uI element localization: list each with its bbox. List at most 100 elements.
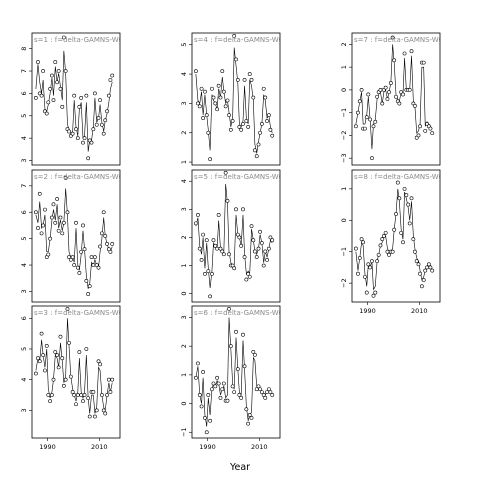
data-point	[65, 210, 70, 215]
data-point	[56, 228, 61, 233]
data-point	[108, 390, 113, 394]
data-point	[428, 126, 433, 131]
data-point	[373, 290, 378, 295]
x-axis-tick-labels: 1990 2010 1990 2010 1990 2010	[39, 307, 427, 451]
data-point	[84, 93, 89, 98]
data-point	[364, 290, 369, 295]
data-point	[86, 292, 91, 296]
data-point	[94, 408, 99, 413]
data-point	[237, 124, 242, 129]
y-tick-label: −1	[340, 108, 348, 118]
data-point	[263, 395, 268, 400]
data-point	[199, 404, 204, 409]
data-point	[203, 89, 207, 94]
data-point	[242, 78, 247, 82]
data-point	[251, 95, 256, 100]
data-point	[210, 272, 214, 276]
data-point	[63, 377, 68, 382]
data-point	[101, 210, 106, 215]
data-point	[380, 101, 385, 106]
panel-plot-area: s=3 : f=delta-GAMNS-WC	[33, 307, 120, 419]
data-point	[258, 229, 262, 234]
data-point	[103, 234, 108, 238]
data-point	[77, 350, 82, 354]
data-point	[259, 241, 264, 245]
data-point	[70, 255, 75, 260]
data-point	[425, 265, 429, 270]
data-point	[220, 387, 225, 392]
data-point	[353, 246, 358, 251]
data-point	[216, 381, 221, 386]
data-point	[81, 223, 85, 228]
facet-panel-1: 3 4 5 6 7 8 s=1 : f=delta-GAMNS-WC	[20, 32, 121, 166]
facet-strip-label: s=7 : f=delta-GAMNS-WC	[354, 36, 444, 44]
data-point	[246, 124, 251, 129]
data-point	[108, 249, 113, 254]
data-point	[266, 246, 271, 251]
data-point	[87, 284, 92, 289]
data-point	[230, 384, 235, 389]
y-tick-label: 1	[180, 373, 188, 377]
panel-frame	[191, 32, 281, 166]
data-point	[242, 255, 247, 259]
data-point	[270, 238, 275, 243]
data-point	[363, 126, 367, 131]
facet-panel-5: 0 1 2 3 4 s=5 : f=delta-GAMNS-WC	[180, 169, 281, 303]
data-point	[235, 367, 240, 372]
y-tick-label: 1	[180, 160, 188, 164]
data-point	[33, 95, 38, 100]
data-point	[56, 69, 61, 73]
data-point	[258, 130, 262, 135]
data-point	[53, 220, 58, 225]
y-tick-label: −1	[180, 427, 188, 437]
data-point	[41, 353, 46, 358]
data-point	[371, 124, 376, 129]
data-point	[36, 226, 40, 230]
data-point	[82, 393, 87, 397]
data-point	[197, 104, 202, 109]
data-point	[101, 131, 106, 136]
data-point	[423, 268, 428, 273]
panel-plot-area: s=7 : f=delta-GAMNS-WC	[353, 35, 444, 161]
data-point	[241, 207, 245, 212]
data-point	[370, 156, 374, 161]
y-tick-label: 7	[20, 69, 28, 73]
y-tick-label: 0	[340, 218, 348, 222]
data-point	[84, 347, 89, 351]
data-point	[378, 88, 383, 92]
data-point	[412, 103, 417, 108]
data-point	[33, 371, 38, 376]
data-point	[221, 89, 226, 94]
data-point	[72, 263, 77, 267]
data-point	[110, 377, 115, 382]
data-point	[402, 186, 407, 191]
y-tick-label: 8	[20, 47, 28, 51]
data-point	[370, 259, 374, 264]
data-point	[96, 359, 101, 364]
data-point	[210, 387, 214, 392]
data-point	[105, 109, 109, 114]
y-tick-label: 3	[20, 408, 28, 412]
data-point	[407, 88, 412, 92]
y-tick-label: 1	[340, 65, 348, 69]
data-point	[77, 104, 82, 109]
data-point	[58, 215, 63, 220]
data-point	[394, 94, 398, 99]
data-point	[63, 69, 68, 73]
data-point	[259, 390, 264, 394]
data-point	[411, 237, 416, 242]
data-point	[94, 122, 99, 127]
data-point	[371, 293, 376, 298]
data-point	[249, 78, 254, 82]
data-point	[43, 207, 47, 212]
facet-strip-label: s=6 : f=delta-GAMNS-WC	[194, 309, 284, 317]
data-point	[48, 236, 53, 241]
data-point	[86, 156, 91, 161]
fitted-line	[35, 188, 113, 289]
data-point	[92, 255, 97, 260]
data-point	[216, 213, 221, 217]
data-point	[77, 271, 82, 275]
y-tick-label: 5	[20, 237, 28, 241]
data-point	[385, 249, 390, 254]
